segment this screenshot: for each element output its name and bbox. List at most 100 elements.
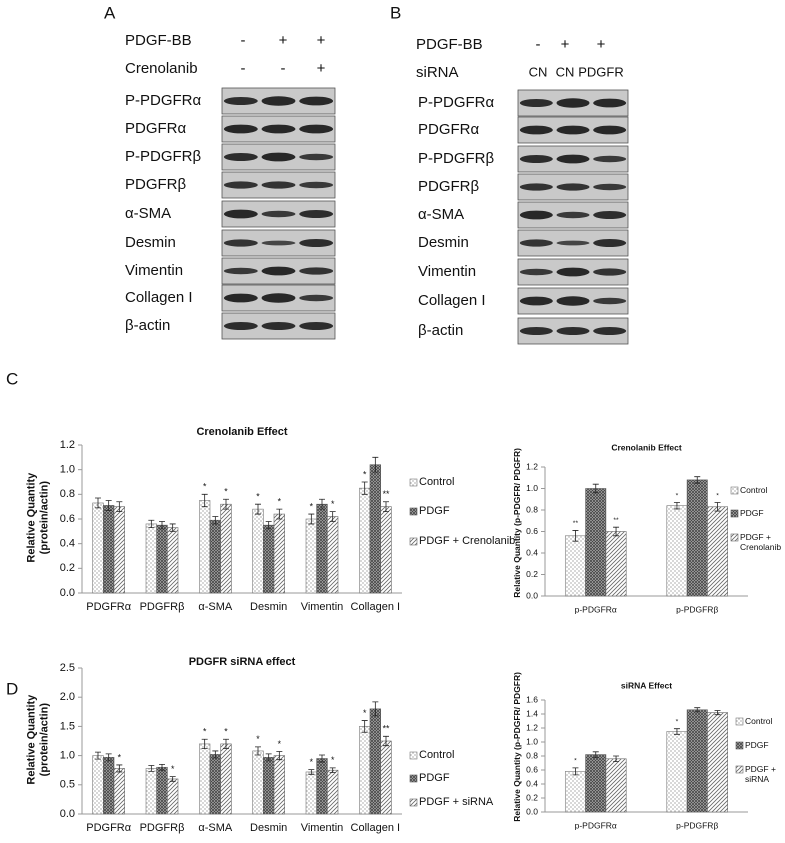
blot-band: [299, 267, 334, 275]
significance-label: *: [256, 734, 260, 744]
error-bar: [592, 751, 599, 758]
bar: [209, 754, 221, 815]
blot-band: [519, 183, 553, 191]
legend-swatch: [409, 478, 418, 487]
error-bar: [95, 497, 101, 509]
blot-band: [556, 267, 590, 277]
blot-band: [299, 322, 334, 330]
error-bar: [148, 765, 155, 772]
y-tick-label: 1.0: [60, 464, 75, 476]
blot-band: [519, 99, 553, 107]
significance-label: *: [118, 752, 122, 762]
condition-value: +: [597, 36, 606, 53]
bar: [199, 500, 211, 594]
bar: [316, 758, 328, 815]
error-bar: [383, 501, 389, 512]
legend-swatch: [735, 741, 744, 750]
y-tick-label: 1.0: [526, 736, 538, 746]
x-tick-label: PDGFRβ: [140, 822, 185, 834]
legend-label: PDGF + Crenolanib: [419, 535, 516, 548]
bar: [92, 502, 104, 594]
bar: [380, 506, 392, 594]
significance-label: *: [716, 492, 719, 499]
blot-band: [261, 152, 296, 162]
error-bar: [212, 750, 219, 759]
error-bar: [265, 753, 272, 762]
condition-value: CN: [529, 64, 548, 79]
significance-label: *: [676, 718, 679, 725]
y-tick-label: 0.2: [526, 569, 538, 579]
bar: [156, 524, 168, 594]
panel-label: C: [6, 369, 18, 388]
legend-label: Control: [419, 476, 455, 489]
y-tick-label: 2.5: [60, 662, 75, 674]
y-tick-label: 0.6: [526, 526, 538, 536]
y-tick-label: 0.6: [526, 764, 538, 774]
blot-band: [223, 181, 258, 189]
bar: [273, 755, 285, 815]
blot-band: [223, 209, 258, 219]
error-bar: [223, 498, 229, 510]
bar: [316, 503, 328, 594]
error-bar: [276, 751, 283, 761]
x-tick-label: p-PDGFRα: [575, 604, 617, 614]
chart-title: Crenolanib Effect: [611, 442, 682, 452]
x-tick-label: Collagen I: [351, 601, 401, 613]
error-bar: [169, 523, 176, 532]
legend-swatch: [409, 774, 418, 783]
bar: [113, 768, 125, 815]
bar: [707, 506, 729, 597]
x-tick-label: PDGFRα: [86, 822, 132, 834]
significance-label: *: [203, 727, 207, 737]
x-tick-label: p-PDGFRβ: [676, 604, 718, 614]
bar: [220, 743, 232, 815]
blot-band: [223, 97, 258, 105]
error-bar: [116, 501, 123, 512]
condition-value: +: [279, 32, 288, 49]
blot-band: [519, 327, 553, 335]
condition-label: Crenolanib: [125, 60, 198, 77]
bar: [145, 768, 157, 815]
y-axis-label: Relative Quantity (protein/actin): [25, 694, 50, 785]
condition-value: +: [317, 60, 326, 77]
blot-band: [223, 239, 258, 247]
blot-band: [593, 327, 627, 335]
blot-band: [519, 239, 553, 247]
legend-label: PDGF: [745, 739, 769, 750]
x-tick-label: Vimentin: [301, 601, 344, 613]
blot-band: [593, 155, 627, 163]
significance-label: *: [363, 708, 367, 718]
y-tick-label: 1.0: [60, 750, 75, 762]
protein-label: β-actin: [418, 322, 463, 339]
error-bar: [159, 521, 165, 530]
protein-label: Desmin: [418, 234, 469, 251]
legend-label: Control: [740, 484, 768, 495]
blot-band: [299, 210, 334, 218]
blot-band: [299, 239, 334, 247]
x-tick-label: α-SMA: [198, 601, 233, 613]
y-tick-label: 0.2: [526, 792, 538, 802]
error-bar: [105, 753, 112, 762]
protein-label: PDGFRα: [418, 121, 480, 138]
blot-band: [519, 155, 553, 163]
protein-label: Desmin: [125, 234, 176, 251]
blot-band: [299, 124, 334, 134]
blot-band: [593, 239, 627, 247]
panel-label: D: [6, 679, 18, 698]
error-bar: [255, 503, 261, 515]
legend-label: PDGF: [419, 772, 450, 785]
legend-swatch: [409, 507, 418, 516]
bar: [252, 508, 264, 594]
error-bar: [572, 530, 579, 542]
x-tick-label: Desmin: [250, 822, 287, 834]
bar: [369, 464, 381, 594]
significance-label: *: [278, 739, 282, 749]
blot-band: [556, 296, 590, 306]
error-bar: [714, 502, 721, 512]
bar: [359, 487, 371, 594]
error-bar: [212, 516, 219, 525]
bar: [305, 518, 317, 594]
protein-label: P-PDGFRβ: [418, 150, 495, 167]
error-bar: [319, 498, 325, 510]
error-bar: [148, 519, 155, 529]
